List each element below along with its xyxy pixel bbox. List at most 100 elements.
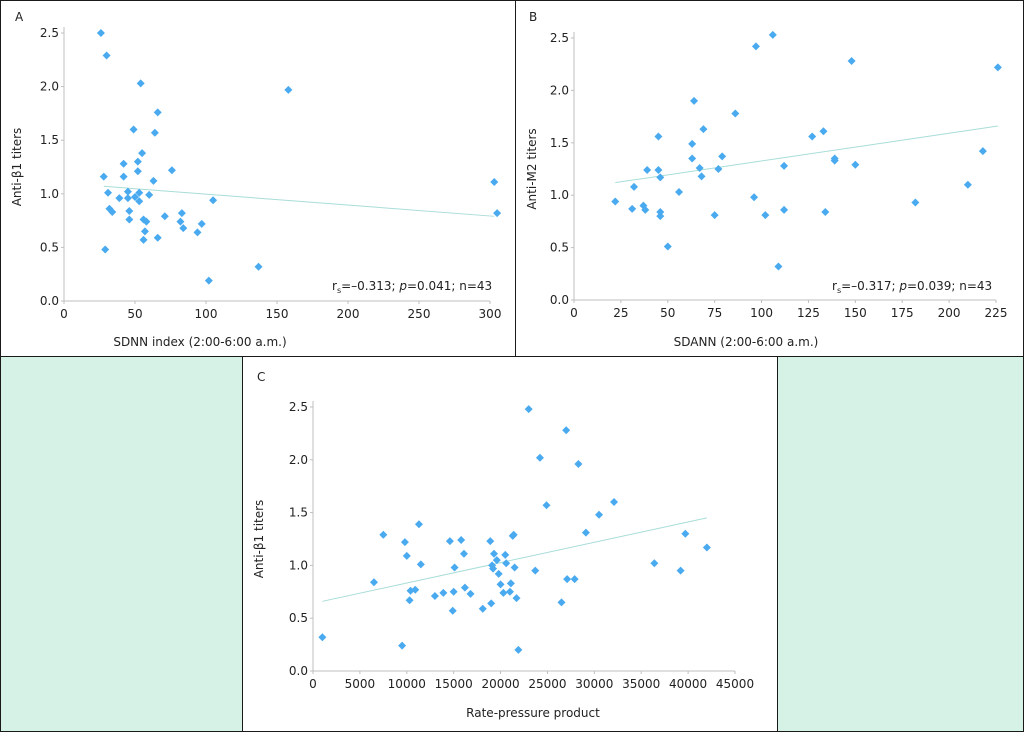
data-point: [160, 212, 169, 221]
data-point: [506, 579, 515, 588]
background-fill-right: [777, 356, 1024, 732]
x-tick-label: 15000: [435, 677, 473, 691]
data-point: [416, 560, 425, 569]
data-point: [405, 596, 414, 605]
data-point: [710, 211, 719, 220]
x-tick-label: 200: [337, 307, 360, 321]
data-point: [557, 598, 566, 607]
data-point: [650, 559, 659, 568]
data-point: [570, 575, 579, 584]
data-point: [135, 197, 144, 206]
data-point: [197, 219, 206, 228]
data-point: [643, 166, 652, 175]
data-point: [139, 235, 148, 244]
data-point: [847, 57, 856, 66]
data-point: [610, 498, 619, 507]
y-tick-label: 0.0: [40, 294, 59, 308]
x-axis-title: Rate-pressure product: [466, 706, 600, 720]
scatter-plot-b: B 0 25 50 75 100 125 150 175 200 225 0.0 0.5 1.0 1.5 2.…: [525, 10, 1008, 349]
x-tick-label: 150: [266, 307, 289, 321]
data-point: [138, 149, 147, 158]
data-point: [535, 453, 544, 462]
x-tick-label: 250: [408, 307, 431, 321]
data-point: [688, 139, 697, 148]
data-point: [731, 109, 740, 118]
data-point: [140, 227, 149, 236]
data-point: [149, 176, 158, 185]
data-point: [494, 569, 503, 578]
data-point: [125, 215, 134, 224]
data-point: [123, 187, 132, 196]
x-tick-label: 35000: [622, 677, 660, 691]
data-point: [499, 588, 508, 597]
trendline: [103, 185, 495, 217]
data-point: [489, 564, 498, 573]
data-point: [774, 262, 783, 271]
data-point: [133, 167, 142, 176]
data-point: [819, 127, 828, 136]
data-point: [400, 538, 409, 547]
data-point: [104, 188, 113, 197]
data-point: [125, 206, 134, 215]
y-tick-label: 0.0: [289, 664, 308, 678]
chart-panel-b: B 0 25 50 75 100 125 150 175 200 225 0.0 0.5 1.0 1.5 2.…: [515, 0, 1024, 357]
data-point: [595, 510, 604, 519]
data-point: [780, 161, 789, 170]
data-point: [509, 530, 518, 539]
y-axis-title: Anti-β1 titers: [10, 128, 24, 207]
data-point: [129, 125, 138, 134]
data-point: [486, 537, 495, 546]
y-tick-label: 1.0: [289, 558, 308, 572]
data-point: [489, 549, 498, 558]
panel-letter: A: [15, 10, 24, 24]
x-tick-label: 125: [797, 306, 820, 320]
data-point: [641, 205, 650, 214]
data-point: [563, 575, 572, 584]
chart-panel-a: A 0 50 100 150 200 250 300 0.0 0.5 1.0 1.5 2.0 2.5 SDN…: [0, 0, 516, 357]
data-point: [490, 178, 499, 187]
scatter-plot-c: C 0 5000 10000 15000 20000 25000 30000 35000 4000…: [252, 370, 754, 720]
data-point: [690, 96, 699, 105]
data-point: [131, 193, 139, 202]
data-point: [119, 172, 128, 181]
data-point: [414, 520, 423, 529]
x-tick-label: 0: [60, 307, 68, 321]
data-point: [830, 154, 839, 163]
data-point: [562, 426, 571, 435]
data-point: [96, 29, 105, 37]
x-tick-label: 75: [707, 306, 722, 320]
data-point: [145, 190, 154, 199]
data-point: [675, 188, 684, 197]
data-point: [963, 180, 972, 189]
y-tick-label: 1.0: [40, 187, 59, 201]
data-point: [402, 551, 411, 560]
y-tick-label: 2.0: [289, 453, 308, 467]
data-point: [676, 566, 685, 575]
data-point: [750, 193, 759, 202]
data-point: [851, 160, 860, 169]
data-point: [101, 245, 110, 254]
data-point: [493, 209, 502, 218]
data-point: [176, 217, 185, 226]
x-tick-label: 150: [844, 306, 867, 320]
x-tick-label: 5000: [345, 677, 376, 691]
y-axis-title: Anti-M2 titers: [525, 128, 539, 209]
data-point: [318, 633, 327, 642]
data-point: [209, 196, 218, 205]
data-point: [204, 276, 213, 285]
data-point: [505, 587, 514, 596]
chart-panel-c: C 0 5000 10000 15000 20000 25000 30000 35000 4000…: [242, 356, 778, 732]
data-point: [411, 585, 420, 594]
data-point: [751, 42, 760, 51]
data-point: [697, 172, 706, 181]
y-tick-label: 0.5: [40, 240, 59, 254]
x-tick-label: 200: [938, 306, 961, 320]
data-point: [654, 132, 663, 141]
data-point: [466, 589, 475, 598]
data-point: [136, 79, 145, 88]
x-tick-label: 225: [985, 306, 1008, 320]
data-point: [512, 594, 521, 603]
y-tick-label: 0.5: [550, 241, 569, 255]
data-point: [628, 204, 637, 213]
data-point: [123, 194, 132, 203]
